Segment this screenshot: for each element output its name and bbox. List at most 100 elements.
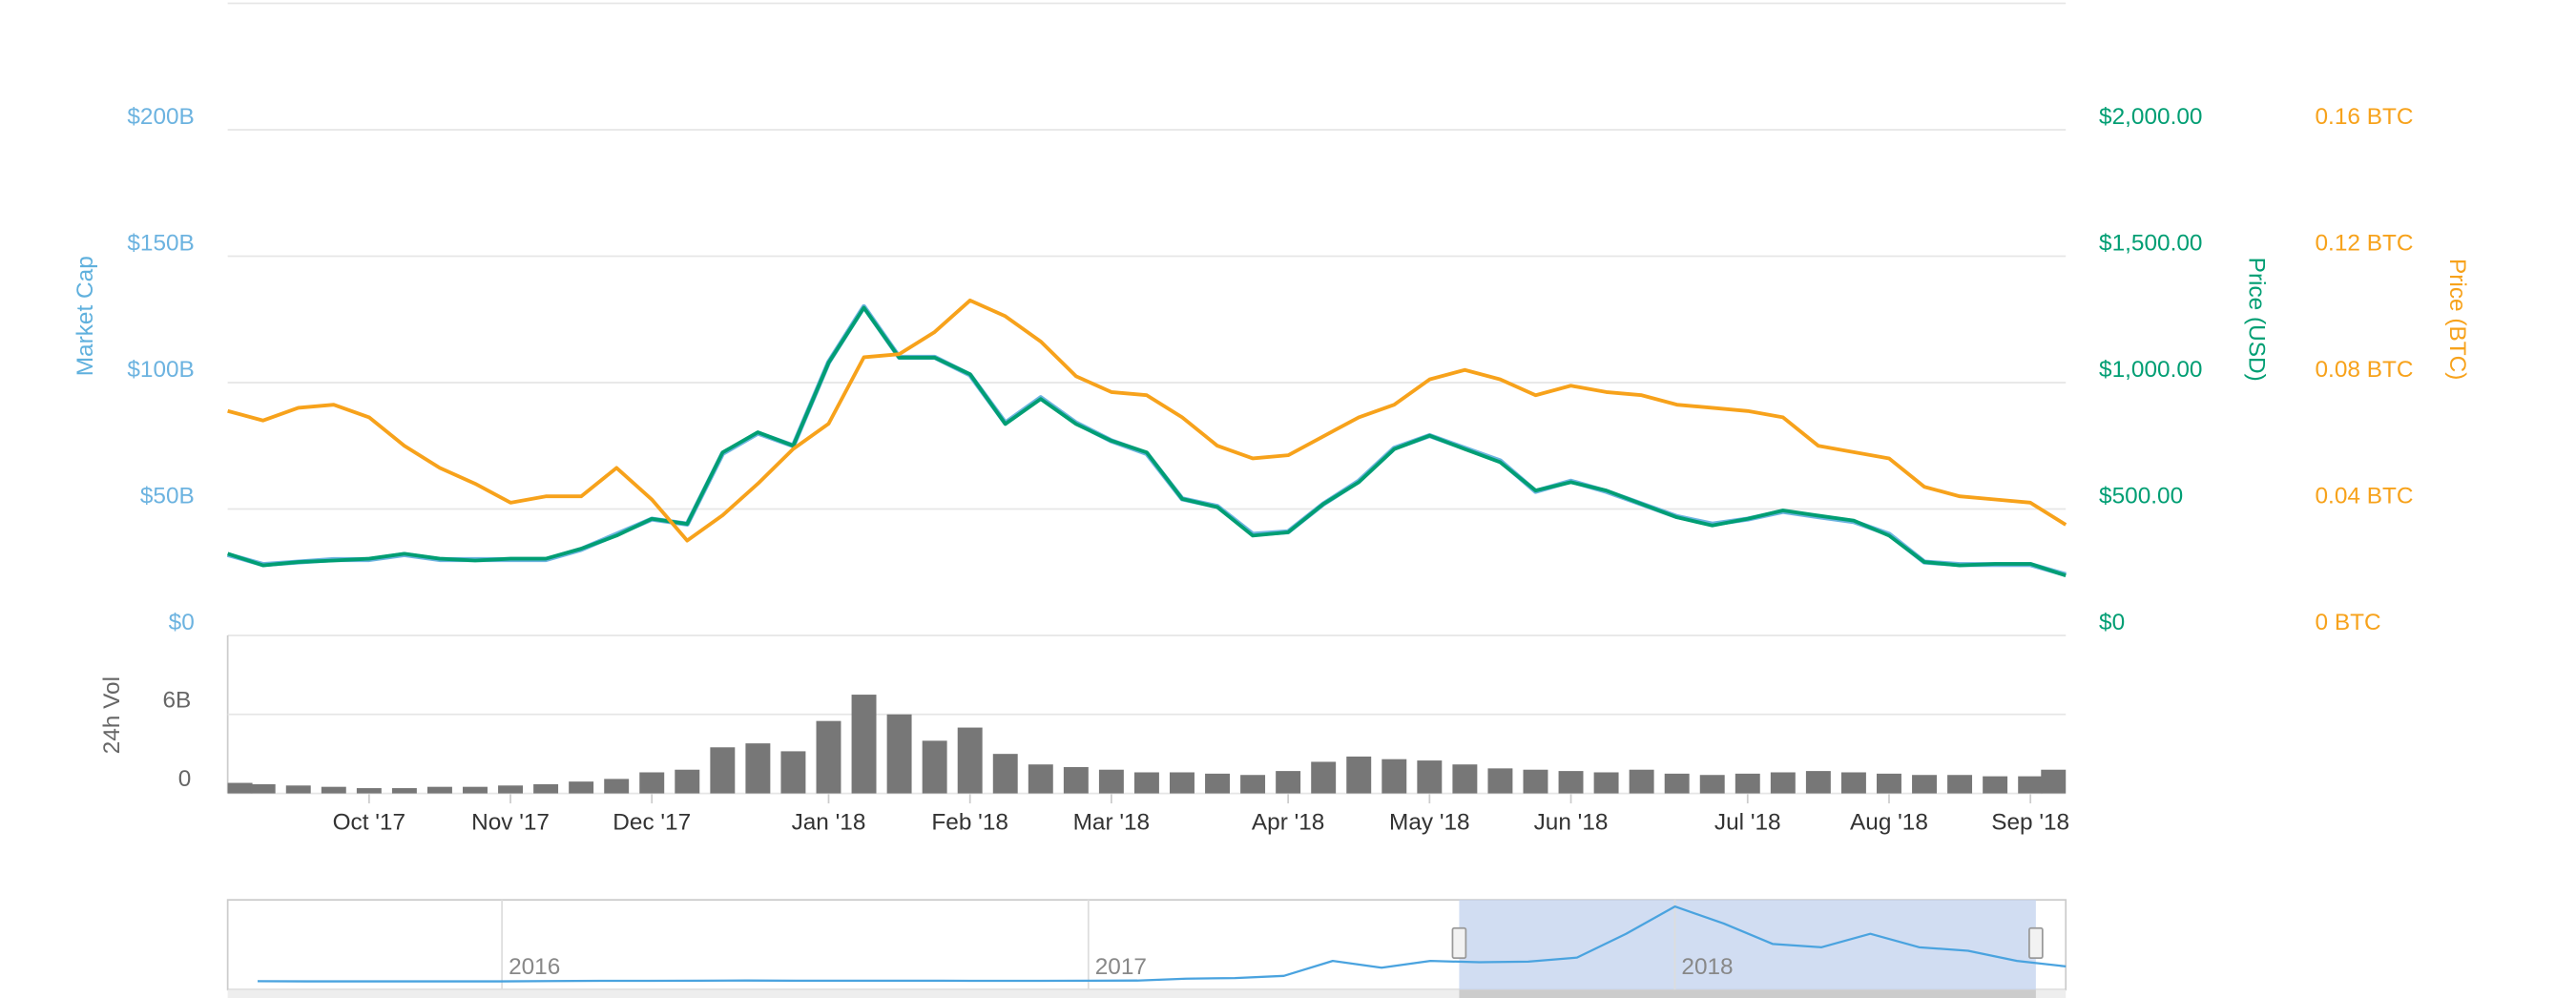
volume-bar (356, 788, 382, 794)
volume-bar (1098, 769, 1124, 794)
volume-bar (1983, 776, 2008, 794)
y-tick-label: $200B (127, 104, 194, 130)
volume-bar (569, 781, 594, 794)
x-tick-label: Jul '18 (1714, 809, 1781, 835)
volume-bar (1276, 771, 1301, 794)
volume-bar (1805, 771, 1831, 794)
x-tick-label: Aug '18 (1850, 809, 1928, 835)
volume-bar (1028, 764, 1053, 794)
y2-tick-label: $1,500.00 (2099, 231, 2202, 257)
volume-bar (639, 772, 665, 794)
volume-bar (391, 788, 417, 794)
volume-bar (1417, 760, 1443, 794)
y3-tick-label: 0 BTC (2316, 610, 2381, 635)
volume-bar (816, 720, 841, 794)
line-series (226, 303, 2067, 577)
y-tick-label: $0 (169, 610, 195, 635)
x-tick-label: May '18 (1389, 809, 1470, 835)
y3-axis-title: Price (BTC) (2444, 259, 2470, 380)
volume-bar (533, 783, 559, 794)
volume-bar (1912, 775, 1937, 794)
x-tick-label: Jan '18 (792, 809, 866, 835)
x-tick-label: Mar '18 (1073, 809, 1150, 835)
x-tick-label: Apr '18 (1252, 809, 1324, 835)
volume-bar (1346, 756, 1372, 794)
y-tick-label: $50B (140, 484, 195, 509)
volume-bar (1593, 772, 1619, 794)
navigator-label: 2018 (1681, 954, 1733, 980)
volume-bar (1523, 769, 1548, 794)
volume-bar (285, 785, 311, 794)
x-tick-label: Dec '17 (613, 809, 691, 835)
volume-bar (1770, 772, 1796, 794)
y2-tick-label: $1,000.00 (2099, 357, 2202, 383)
volume-bar (1877, 773, 1901, 794)
x-tick-label: Jun '18 (1534, 809, 1609, 835)
volume-bar (463, 786, 488, 794)
navigator-label: 2017 (1095, 954, 1147, 980)
volume-axis-title: 24h Vol (99, 676, 125, 754)
y2-tick-label: $0 (2099, 610, 2125, 635)
volume-bar (957, 727, 983, 794)
navigator-selection[interactable] (1459, 900, 2036, 990)
volume-bar (426, 786, 452, 794)
volume-bar (1452, 764, 1478, 794)
volume-bar (1840, 772, 1866, 794)
volume-bar (604, 779, 630, 794)
volume-bar (1487, 768, 1513, 794)
volume-bar (780, 751, 806, 794)
scrollbar-thumb[interactable] (1459, 989, 2036, 998)
y2-tick-label: $2,000.00 (2099, 104, 2202, 130)
y3-tick-label: 0.16 BTC (2316, 104, 2414, 130)
y2-tick-label: $500.00 (2099, 484, 2183, 509)
volume-bar (1381, 759, 1407, 794)
volume-bar (1311, 761, 1337, 794)
x-tick-label: Feb '18 (931, 809, 1008, 835)
volume-tick-label: 6B (163, 687, 192, 713)
y3-tick-label: 0.04 BTC (2316, 484, 2414, 509)
volume-bar (1735, 773, 1760, 794)
y3-tick-label: 0.08 BTC (2316, 357, 2414, 383)
volume-bar (1063, 766, 1089, 794)
navigator-handle[interactable] (2028, 926, 2044, 960)
volume-bar (745, 743, 771, 794)
y-axis-title: Market Cap (73, 256, 98, 376)
volume-bar (1629, 769, 1654, 794)
volume-bar (886, 714, 912, 794)
x-tick-label: Sep '18 (1991, 809, 2069, 835)
y3-tick-label: 0.12 BTC (2316, 231, 2414, 257)
y-tick-label: $100B (127, 357, 194, 383)
volume-bar (992, 754, 1018, 794)
volume-bar (710, 747, 736, 794)
navigator-label: 2016 (509, 954, 560, 980)
y2-axis-title: Price (USD) (2243, 258, 2269, 382)
volume-bar (1947, 775, 1973, 794)
volume-bar (1170, 772, 1195, 794)
navigator-line (257, 904, 2067, 983)
volume-bar (227, 782, 253, 794)
volume-bar (2018, 776, 2044, 794)
volume-bar (1133, 772, 1159, 794)
volume-bar (1205, 773, 1231, 794)
volume-tick-label: 0 (178, 766, 192, 792)
volume-bar (1699, 775, 1725, 794)
volume-bar (1240, 775, 1266, 794)
volume-bar (2041, 769, 2067, 794)
volume-bar (250, 783, 276, 794)
scrollbar-track[interactable] (227, 989, 2067, 998)
line-series (227, 298, 2067, 543)
volume-bar (498, 785, 524, 794)
x-tick-label: Nov '17 (471, 809, 550, 835)
navigator-handle[interactable] (1451, 926, 1467, 960)
volume-bar (851, 695, 877, 794)
x-tick-label: Oct '17 (333, 809, 405, 835)
line-series (227, 305, 2067, 578)
volume-bar (922, 740, 947, 794)
volume-bar (675, 769, 700, 794)
volume-bar (1664, 773, 1690, 794)
volume-bar (1558, 771, 1584, 794)
y-tick-label: $150B (127, 231, 194, 257)
volume-bar (321, 786, 346, 794)
